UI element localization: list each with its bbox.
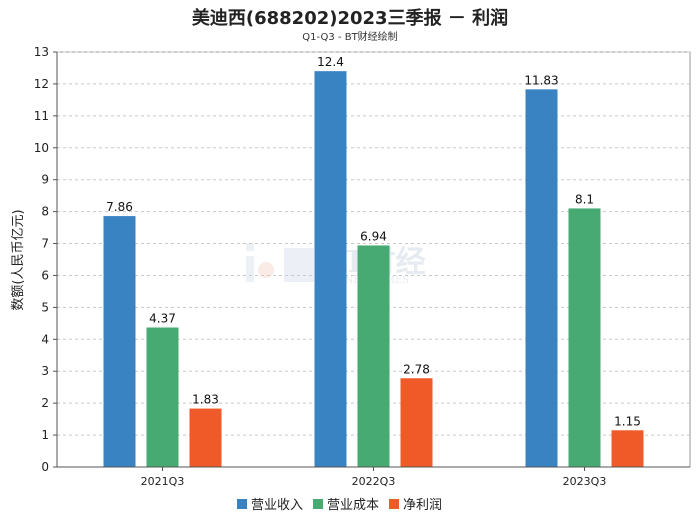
y-tick-label: 9 — [41, 173, 49, 187]
y-tick-label: 5 — [41, 300, 49, 314]
y-tick-label: 6 — [41, 268, 49, 282]
data-label: 7.86 — [106, 200, 133, 214]
x-tick-label: 2022Q3 — [352, 475, 396, 488]
bar — [357, 245, 390, 467]
data-label: 6.94 — [360, 229, 387, 243]
watermark-block-icon — [284, 248, 314, 282]
y-tick-label: 1 — [41, 428, 49, 442]
bar — [525, 89, 558, 467]
bar — [611, 430, 644, 467]
y-tick-label: 11 — [34, 109, 49, 123]
y-tick-label: 7 — [41, 237, 49, 251]
chart-title: 美迪西(688202)2023三季报 － 利润 — [191, 8, 509, 29]
data-label: 4.37 — [149, 311, 176, 325]
y-tick-label: 2 — [41, 396, 49, 410]
data-label: 2.78 — [403, 362, 430, 376]
legend-swatch — [313, 499, 323, 509]
x-tick-label: 2023Q3 — [563, 475, 607, 488]
bars: 7.86 4.37 1.83 12.4 6.94 2.78 11.83 8.1 1.15 — [103, 55, 644, 468]
bar — [146, 327, 179, 467]
legend-label: 净利润 — [403, 498, 442, 513]
bar — [103, 216, 136, 467]
y-tick-label: 12 — [34, 77, 49, 91]
chart-subtitle: Q1-Q3 - BT财经绘制 — [302, 32, 398, 43]
x-tick-label: 2021Q3 — [141, 475, 185, 488]
bar — [314, 71, 347, 468]
legend-label: 营业收入 — [251, 498, 303, 513]
legend-label: 营业成本 — [327, 498, 379, 513]
watermark-bar-icon — [246, 256, 254, 282]
watermark-circle-icon — [258, 262, 274, 278]
y-tick-label: 10 — [34, 141, 49, 155]
y-tick-label: 0 — [41, 460, 49, 474]
y-tick-label: 4 — [41, 332, 49, 346]
bar — [189, 408, 222, 467]
legend-swatch — [237, 499, 247, 509]
data-label: 11.83 — [524, 73, 558, 87]
y-tick-label: 3 — [41, 364, 49, 378]
legend: 营业收入 营业成本 净利润 — [237, 498, 442, 513]
legend-swatch — [389, 499, 399, 509]
y-axis-label: 数额(人民币亿元) — [11, 209, 26, 310]
data-label: 8.1 — [575, 192, 594, 206]
data-label: 1.83 — [192, 393, 219, 407]
y-tick-label: 13 — [34, 45, 49, 59]
watermark-dot-icon — [246, 243, 254, 251]
y-tick-label: 8 — [41, 205, 49, 219]
bar — [400, 378, 433, 467]
data-label: 12.4 — [317, 55, 344, 69]
bar — [568, 208, 601, 467]
data-label: 1.15 — [614, 414, 641, 428]
